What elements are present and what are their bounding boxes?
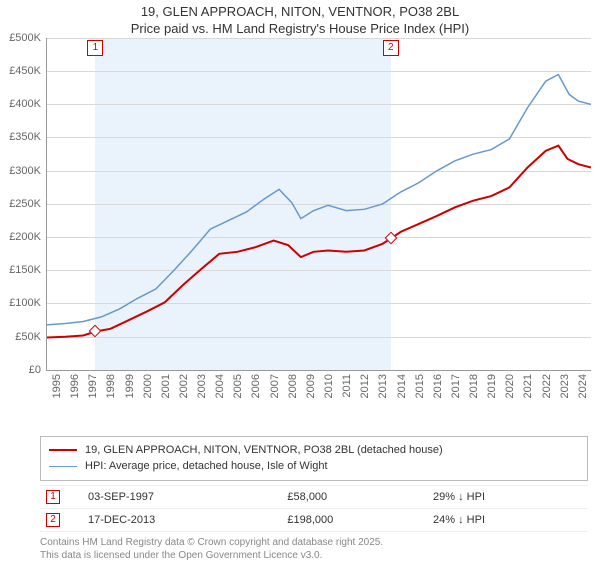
x-tick-label: 2011 <box>341 374 353 398</box>
sale-marker-label-2: 2 <box>383 40 399 56</box>
x-tick-label: 2008 <box>287 374 299 398</box>
y-tick-label: £450K <box>3 65 41 77</box>
credits-line1: Contains HM Land Registry data © Crown c… <box>40 536 588 549</box>
x-tick-label: 1997 <box>87 374 99 398</box>
cell-price: £58,000 <box>281 486 427 509</box>
x-tick-label: 2007 <box>269 374 281 398</box>
cell-delta: 29% ↓ HPI <box>427 486 588 509</box>
x-tick-label: 2022 <box>541 374 553 398</box>
cell-date: 17-DEC-2013 <box>82 508 281 531</box>
x-tick-label: 2015 <box>414 374 426 398</box>
credits: Contains HM Land Registry data © Crown c… <box>40 536 588 562</box>
y-tick-label: £250K <box>3 198 41 210</box>
sale-marker-label-1: 1 <box>87 40 103 56</box>
x-tick-label: 1999 <box>124 374 136 398</box>
y-tick-label: £150K <box>3 264 41 276</box>
transactions-table: 1 03-SEP-1997£58,00029% ↓ HPI 2 17-DEC-2013… <box>40 485 588 532</box>
x-tick-label: 2000 <box>142 374 154 398</box>
cell-delta: 24% ↓ HPI <box>427 508 588 531</box>
x-tick-label: 2023 <box>559 374 571 398</box>
y-tick-label: £50K <box>3 331 41 343</box>
x-tick-label: 1998 <box>105 374 117 398</box>
x-tick-label: 2016 <box>432 374 444 398</box>
x-tick-label: 2010 <box>323 374 335 398</box>
row-marker-icon: 2 <box>46 513 60 527</box>
x-tick-label: 2006 <box>250 374 262 398</box>
y-tick-label: £200K <box>3 231 41 243</box>
x-tick-label: 2019 <box>486 374 498 398</box>
x-tick-label: 2009 <box>305 374 317 398</box>
table-row: 1 03-SEP-1997£58,00029% ↓ HPI <box>40 486 588 509</box>
legend: 19, GLEN APPROACH, NITON, VENTNOR, PO38 … <box>40 436 588 481</box>
series-price_paid <box>47 145 591 337</box>
x-tick-label: 2024 <box>577 374 589 398</box>
x-tick-label: 2021 <box>522 374 534 398</box>
plot-area: £0£50K£100K£150K£200K£250K£300K£350K£400… <box>46 38 591 371</box>
table-row: 2 17-DEC-2013£198,00024% ↓ HPI <box>40 508 588 531</box>
legend-swatch <box>49 449 77 451</box>
x-tick-label: 2014 <box>396 374 408 398</box>
chart-title: 19, GLEN APPROACH, NITON, VENTNOR, PO38 … <box>0 0 600 38</box>
y-tick-label: £350K <box>3 131 41 143</box>
x-tick-label: 1995 <box>51 374 63 398</box>
legend-label: 19, GLEN APPROACH, NITON, VENTNOR, PO38 … <box>85 442 443 459</box>
x-tick-label: 2002 <box>178 374 190 398</box>
x-tick-label: 1996 <box>69 374 81 398</box>
legend-row: 19, GLEN APPROACH, NITON, VENTNOR, PO38 … <box>49 442 579 459</box>
x-tick-label: 2013 <box>377 374 389 398</box>
y-tick-label: £400K <box>3 98 41 110</box>
x-tick-label: 2020 <box>504 374 516 398</box>
cell-price: £198,000 <box>281 508 427 531</box>
x-tick-label: 2005 <box>232 374 244 398</box>
y-tick-label: £0 <box>3 364 41 376</box>
legend-row: HPI: Average price, detached house, Isle… <box>49 458 579 475</box>
x-tick-label: 2001 <box>160 374 172 398</box>
y-tick-label: £500K <box>3 32 41 44</box>
price-chart: £0 £50K £100K £150K £200K £250K £300K £350K £400… <box>0 38 600 430</box>
x-tick-label: 2018 <box>468 374 480 398</box>
y-tick-label: £100K <box>3 297 41 309</box>
y-tick-label: £300K <box>3 165 41 177</box>
series-hpi <box>47 74 591 324</box>
x-tick-label: 2004 <box>214 374 226 398</box>
row-marker-icon: 1 <box>46 490 60 504</box>
x-tick-label: 2017 <box>450 374 462 398</box>
title-line1: 19, GLEN APPROACH, NITON, VENTNOR, PO38 … <box>0 4 600 21</box>
series-svg <box>47 38 591 370</box>
legend-label: HPI: Average price, detached house, Isle… <box>85 458 328 475</box>
legend-swatch <box>49 466 77 467</box>
x-tick-label: 2003 <box>196 374 208 398</box>
x-tick-label: 2012 <box>359 374 371 398</box>
title-line2: Price paid vs. HM Land Registry's House … <box>0 21 600 38</box>
cell-date: 03-SEP-1997 <box>82 486 281 509</box>
